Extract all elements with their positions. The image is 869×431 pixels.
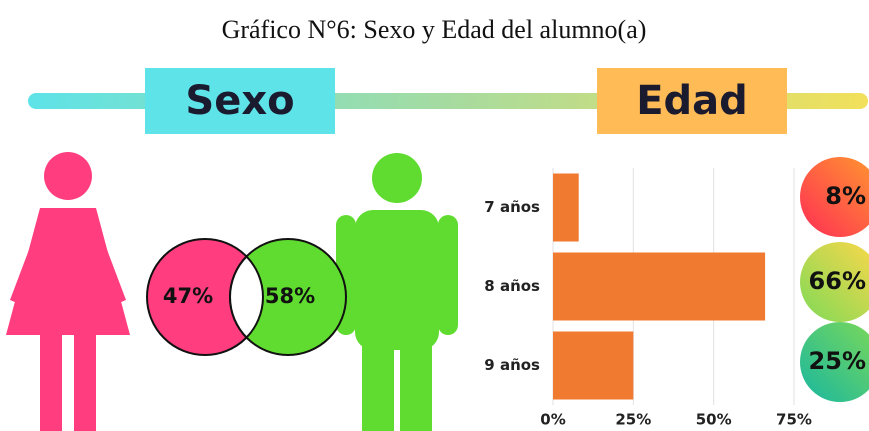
section-title: Edad <box>636 78 748 124</box>
value-label: 66% <box>809 267 866 295</box>
male-icon <box>336 153 458 431</box>
value-badge <box>800 322 869 402</box>
y-tick-label: 9 años <box>484 356 540 374</box>
venn-label: 47% <box>163 284 213 308</box>
x-tick-label: 50% <box>696 411 732 429</box>
value-label: 25% <box>809 347 866 375</box>
x-tick-label: 0% <box>540 411 565 429</box>
y-tick-label: 7 años <box>484 198 540 216</box>
female-icon <box>6 152 130 431</box>
y-tick-label: 8 años <box>484 277 540 295</box>
value-label: 8% <box>825 182 866 210</box>
value-badge <box>800 242 869 322</box>
x-tick-label: 25% <box>615 411 651 429</box>
venn-overlap <box>229 255 264 339</box>
bar <box>553 331 634 400</box>
value-badge <box>800 157 869 237</box>
x-tick-label: 75% <box>776 411 812 429</box>
bar <box>553 252 766 321</box>
bar <box>553 173 579 242</box>
title: Gráfico N°6: Sexo y Edad del alumno(a) <box>222 15 647 44</box>
section-box <box>145 68 335 134</box>
section-box <box>597 68 787 134</box>
venn-label: 58% <box>265 284 315 308</box>
section-title: Sexo <box>185 78 294 124</box>
